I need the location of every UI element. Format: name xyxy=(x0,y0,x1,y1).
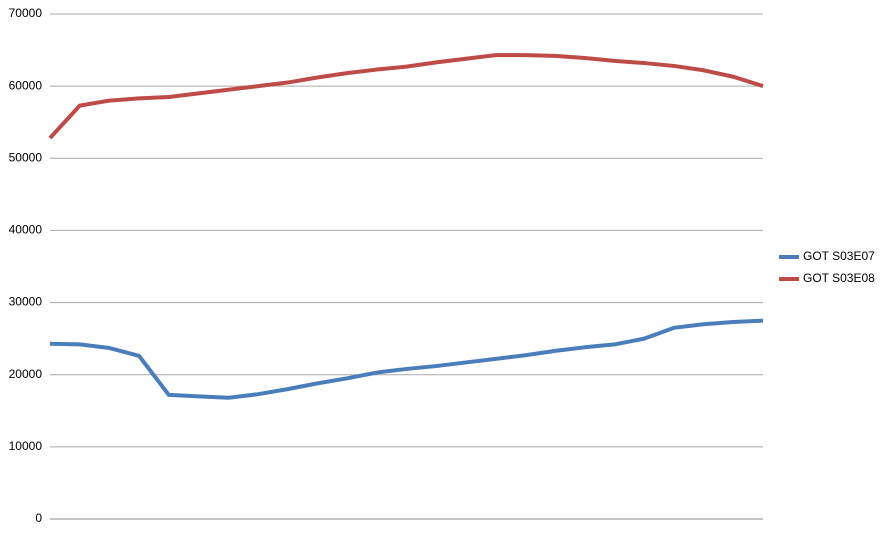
y-tick-label: 0 xyxy=(35,511,42,525)
y-tick-label: 20000 xyxy=(9,367,43,381)
series-line xyxy=(48,53,764,140)
y-tick-label: 60000 xyxy=(9,78,43,92)
y-tick-label: 30000 xyxy=(9,295,43,309)
legend-label: GOT S03E07 xyxy=(803,249,875,263)
series-line xyxy=(49,318,764,400)
y-tick-label: 40000 xyxy=(9,223,43,237)
y-tick-label: 50000 xyxy=(9,150,43,164)
legend-label: GOT S03E08 xyxy=(803,271,875,285)
y-tick-label: 70000 xyxy=(9,6,43,20)
y-tick-label: 10000 xyxy=(9,439,43,453)
